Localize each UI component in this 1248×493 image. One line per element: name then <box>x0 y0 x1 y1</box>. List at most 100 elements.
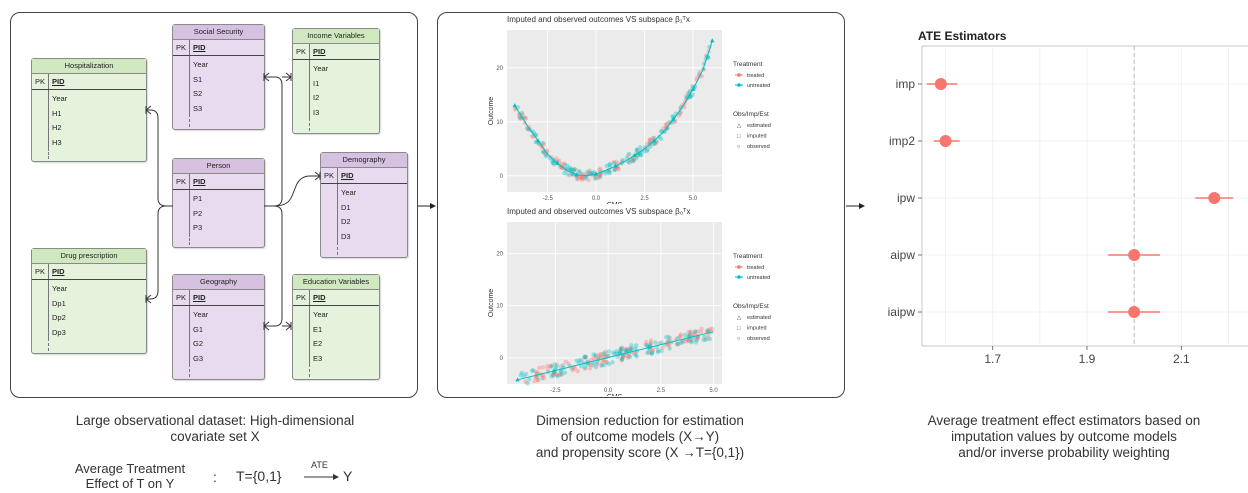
x-tick-label: 1.9 <box>1079 352 1096 366</box>
estimated-marker <box>555 160 560 165</box>
table-field: Year <box>341 188 357 197</box>
schema-caption-line1: Large observational dataset: High-dimens… <box>75 413 355 428</box>
y-tick-label: 20 <box>496 251 503 257</box>
plots-caption-line3: and propensity score (X →T={0,1}) <box>535 445 745 460</box>
data-point <box>612 167 618 172</box>
data-point <box>618 346 623 351</box>
data-point <box>579 175 585 180</box>
data-point <box>571 168 577 174</box>
data-point <box>680 340 685 345</box>
data-point <box>647 347 652 352</box>
data-point <box>560 363 566 368</box>
data-point <box>575 176 580 181</box>
data-point <box>526 376 532 382</box>
data-point <box>648 340 653 346</box>
estimated-marker <box>710 38 715 43</box>
data-point <box>603 349 608 354</box>
estimators-caption-line1: Average treatment effect estimators base… <box>927 413 1201 428</box>
data-point <box>686 329 691 335</box>
data-point <box>614 348 619 354</box>
data-point <box>549 374 554 379</box>
data-point <box>626 354 632 359</box>
data-point <box>658 136 664 142</box>
data-point <box>591 352 596 357</box>
x-tick-label: 2.1 <box>1173 352 1190 366</box>
data-point <box>701 337 706 343</box>
data-point <box>690 92 695 97</box>
data-point <box>645 147 650 152</box>
data-point <box>678 105 683 110</box>
key-field: PID <box>52 77 65 86</box>
data-point <box>612 351 617 357</box>
legend-item: observed <box>747 144 770 150</box>
data-point <box>631 158 636 163</box>
table-key-row: PK PID <box>173 40 264 56</box>
data-point <box>541 149 546 155</box>
data-point <box>664 126 670 132</box>
data-point <box>594 362 600 367</box>
data-point <box>551 371 557 376</box>
data-point <box>650 347 656 352</box>
data-point <box>644 343 649 348</box>
data-point <box>689 338 695 344</box>
table-field: G2 <box>193 339 204 348</box>
data-point <box>685 91 691 96</box>
data-point <box>623 348 629 354</box>
data-point <box>595 176 600 181</box>
data-point <box>602 351 608 357</box>
legend-key-dot <box>737 73 741 77</box>
data-point <box>540 376 545 381</box>
data-point <box>610 360 615 365</box>
data-point <box>627 347 633 352</box>
data-point <box>648 342 653 347</box>
estimators-caption-line3: and/or inverse probability weighting <box>958 445 1170 460</box>
x-axis-label: CMS <box>607 394 623 396</box>
table-field: Dp2 <box>52 313 66 322</box>
table-field: P1 <box>193 194 203 203</box>
data-point <box>638 152 643 158</box>
estimate-point <box>1208 192 1221 204</box>
data-point <box>683 339 689 344</box>
data-point <box>620 157 625 163</box>
data-point <box>686 338 691 344</box>
data-point <box>625 355 630 361</box>
data-point <box>575 368 580 374</box>
y-tick-label: 0 <box>500 356 504 362</box>
data-point <box>518 372 523 378</box>
key-field: PID <box>193 293 206 302</box>
data-point <box>519 370 525 375</box>
data-point <box>652 141 658 147</box>
table-field: G1 <box>193 324 204 334</box>
data-point <box>644 141 650 146</box>
data-point <box>593 175 598 180</box>
plot-background <box>507 30 722 192</box>
data-point <box>533 133 538 138</box>
x-tick-label: -2.5 <box>550 388 561 394</box>
legend-shape: △ <box>737 315 742 321</box>
data-point <box>675 341 680 347</box>
legend-item: untreated <box>747 275 770 281</box>
table-key-row: PK PID <box>32 74 146 90</box>
data-point <box>647 137 652 143</box>
plot-background <box>507 222 722 384</box>
table-field: S2 <box>193 89 203 98</box>
legend-item: treated <box>747 73 764 79</box>
data-point <box>593 353 599 359</box>
estimated-marker <box>671 116 676 121</box>
data-point <box>645 350 650 356</box>
table-title: Demography <box>321 153 407 168</box>
data-point <box>591 356 596 361</box>
data-point <box>684 94 689 99</box>
data-point <box>612 167 618 172</box>
data-point <box>569 366 575 371</box>
drug-person-link <box>146 205 167 300</box>
data-point <box>516 112 522 117</box>
data-point <box>629 346 634 351</box>
data-point <box>638 152 644 158</box>
data-point <box>607 171 612 176</box>
table-field: I1 <box>313 78 320 88</box>
data-point <box>618 348 623 354</box>
table-field: H2 <box>52 123 62 132</box>
data-point <box>562 370 568 375</box>
table-field: Dp1 <box>52 298 66 308</box>
